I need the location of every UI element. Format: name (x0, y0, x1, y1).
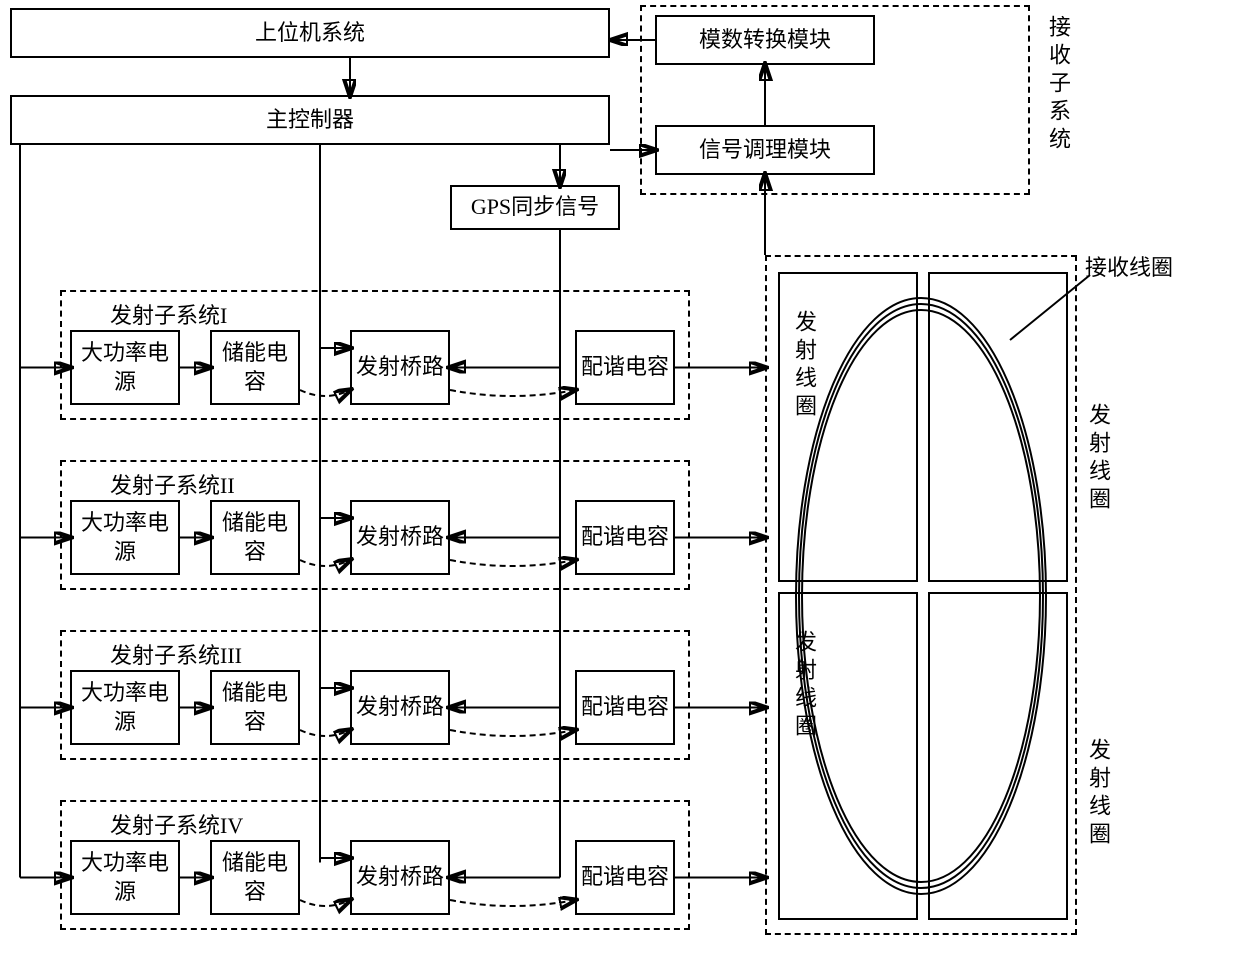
tuning-cap-box-2: 配谐电容 (575, 670, 675, 745)
receive-subsystem-label: 接收子系统 (1042, 15, 1074, 155)
tx-subsystem-title-0: 发射子系统I (110, 298, 227, 330)
tx-coil-label-3: 发射线圈 (1082, 738, 1114, 850)
energy-cap-box-0: 储能电容 (210, 330, 300, 405)
energy-cap-box-3: 储能电容 (210, 840, 300, 915)
tx-subsystem-title-3: 发射子系统IV (110, 808, 243, 840)
power-supply-box-0: 大功率电源 (70, 330, 180, 405)
host-system-box: 上位机系统 (10, 8, 610, 58)
tx-bridge-box-3: 发射桥路 (350, 840, 450, 915)
tuning-cap-box-0: 配谐电容 (575, 330, 675, 405)
power-supply-box-2: 大功率电源 (70, 670, 180, 745)
tuning-cap-box-3: 配谐电容 (575, 840, 675, 915)
tx-subsystem-title-2: 发射子系统III (110, 638, 242, 670)
energy-cap-box-2: 储能电容 (210, 670, 300, 745)
power-supply-box-3: 大功率电源 (70, 840, 180, 915)
gps-sync-box: GPS同步信号 (450, 185, 620, 230)
tx-coil-label-1: 发射线圈 (1082, 403, 1114, 515)
tx-bridge-box-0: 发射桥路 (350, 330, 450, 405)
tx-bridge-box-2: 发射桥路 (350, 670, 450, 745)
adc-module-box: 模数转换模块 (655, 15, 875, 65)
signal-conditioning-box: 信号调理模块 (655, 125, 875, 175)
tx-coil-label-2: 发射线圈 (788, 630, 820, 742)
tuning-cap-box-1: 配谐电容 (575, 500, 675, 575)
tx-bridge-box-1: 发射桥路 (350, 500, 450, 575)
tx-subsystem-title-1: 发射子系统II (110, 468, 235, 500)
receive-coil-label: 接收线圈 (1085, 250, 1173, 282)
power-supply-box-1: 大功率电源 (70, 500, 180, 575)
main-controller-box: 主控制器 (10, 95, 610, 145)
tx-coil-quad-3 (928, 592, 1068, 920)
tx-coil-quad-1 (928, 272, 1068, 582)
tx-coil-label-0: 发射线圈 (788, 310, 820, 422)
energy-cap-box-1: 储能电容 (210, 500, 300, 575)
